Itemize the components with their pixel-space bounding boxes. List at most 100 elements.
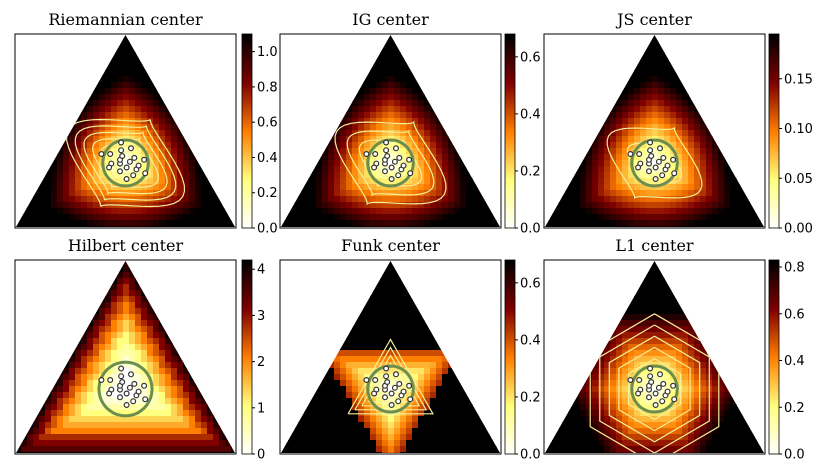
heatmap-cell [81, 344, 88, 351]
heatmap-cell [340, 214, 347, 221]
heatmap-cell [604, 106, 611, 113]
heatmap-cell [81, 434, 88, 441]
heatmap-cell [45, 202, 52, 209]
heatmap-cell [712, 404, 719, 411]
heatmap-cell [652, 190, 659, 197]
heatmap-cell [616, 196, 623, 203]
heatmap-cell [466, 446, 473, 453]
heatmap-cell [394, 434, 401, 441]
heatmap-cell [730, 166, 737, 173]
heatmap-cell [676, 70, 683, 77]
heatmap-cell [316, 398, 323, 405]
heatmap-cell [33, 220, 40, 227]
heatmap-cell [99, 380, 106, 387]
data-point [660, 154, 667, 161]
heatmap-cell [634, 422, 641, 429]
heatmap-cell [454, 410, 461, 417]
heatmap-cell [628, 172, 635, 179]
heatmap-cell [45, 196, 52, 203]
heatmap-cell [406, 356, 413, 363]
heatmap-cell [123, 452, 130, 453]
heatmap-cell [231, 434, 235, 441]
colorbar-step [769, 74, 779, 77]
heatmap-cell [412, 452, 419, 453]
heatmap-cell [304, 166, 311, 173]
heatmap-cell [460, 392, 467, 399]
heatmap-cell [545, 428, 551, 435]
heatmap-cell [87, 332, 94, 339]
colorbar-step [505, 346, 515, 349]
heatmap-cell [634, 178, 641, 185]
heatmap-cell [658, 148, 665, 155]
heatmap-cell [412, 64, 419, 71]
heatmap-cell [646, 332, 653, 339]
colorbar-step [242, 398, 252, 401]
heatmap-cell [111, 344, 118, 351]
heatmap-cell [159, 190, 166, 197]
heatmap-cell [412, 416, 419, 423]
colorbar-step [242, 188, 252, 191]
heatmap-cell [676, 344, 683, 351]
heatmap-cell [352, 88, 359, 95]
heatmap-cell [706, 166, 713, 173]
heatmap-cell [676, 320, 683, 327]
heatmap-cell [99, 196, 106, 203]
heatmap-cell [340, 106, 347, 113]
heatmap-cell [628, 112, 635, 119]
colorbar-step [505, 108, 515, 111]
heatmap-cell [111, 160, 118, 167]
heatmap-cell [682, 70, 689, 77]
colorbar-step [242, 264, 252, 267]
heatmap-cell [195, 452, 202, 453]
colorbar-step [505, 354, 515, 357]
heatmap-cell [382, 118, 389, 125]
heatmap-cell [171, 112, 178, 119]
heatmap-cell [207, 220, 214, 227]
heatmap-cell [370, 208, 377, 215]
heatmap-cell [586, 172, 593, 179]
heatmap-cell [39, 166, 46, 173]
heatmap-cell [147, 338, 154, 345]
colorbar-step [505, 200, 515, 203]
heatmap-cell [93, 172, 100, 179]
heatmap-cell [676, 166, 683, 173]
heatmap-cell [69, 166, 76, 173]
heatmap-cell [358, 196, 365, 203]
heatmap-cell [147, 166, 154, 173]
colorbar-step [242, 412, 252, 415]
heatmap-cell [352, 226, 359, 227]
heatmap-cell [604, 166, 611, 173]
heatmap-cell [141, 434, 148, 441]
heatmap-cell [424, 434, 431, 441]
heatmap-cell [183, 196, 190, 203]
heatmap-cell [298, 434, 305, 441]
heatmap-cell [652, 296, 659, 303]
heatmap-cell [111, 290, 118, 297]
heatmap-cell [730, 428, 737, 435]
heatmap-cell [556, 416, 563, 423]
heatmap-cell [664, 428, 671, 435]
heatmap-cell [634, 404, 641, 411]
colorbar-step [242, 56, 252, 59]
heatmap-cell [424, 214, 431, 221]
heatmap-cell [448, 166, 455, 173]
heatmap-cell [310, 440, 317, 447]
heatmap-cell [634, 136, 641, 143]
colorbar-step [505, 68, 515, 71]
heatmap-cell [231, 226, 235, 227]
heatmap-cell [670, 214, 677, 221]
colorbar-step [505, 268, 515, 271]
heatmap-cell [592, 160, 599, 167]
heatmap-cell [406, 362, 413, 369]
heatmap-cell [177, 136, 184, 143]
heatmap-cell [442, 446, 449, 453]
colorbar-step [505, 350, 515, 353]
heatmap-cell [382, 272, 389, 279]
colorbar-step [505, 406, 515, 409]
data-point [391, 158, 398, 165]
heatmap-cell [93, 434, 100, 441]
colorbar-step [242, 312, 252, 315]
heatmap-cell [201, 178, 208, 185]
heatmap-cell [63, 208, 70, 215]
heatmap-cell [664, 226, 671, 227]
